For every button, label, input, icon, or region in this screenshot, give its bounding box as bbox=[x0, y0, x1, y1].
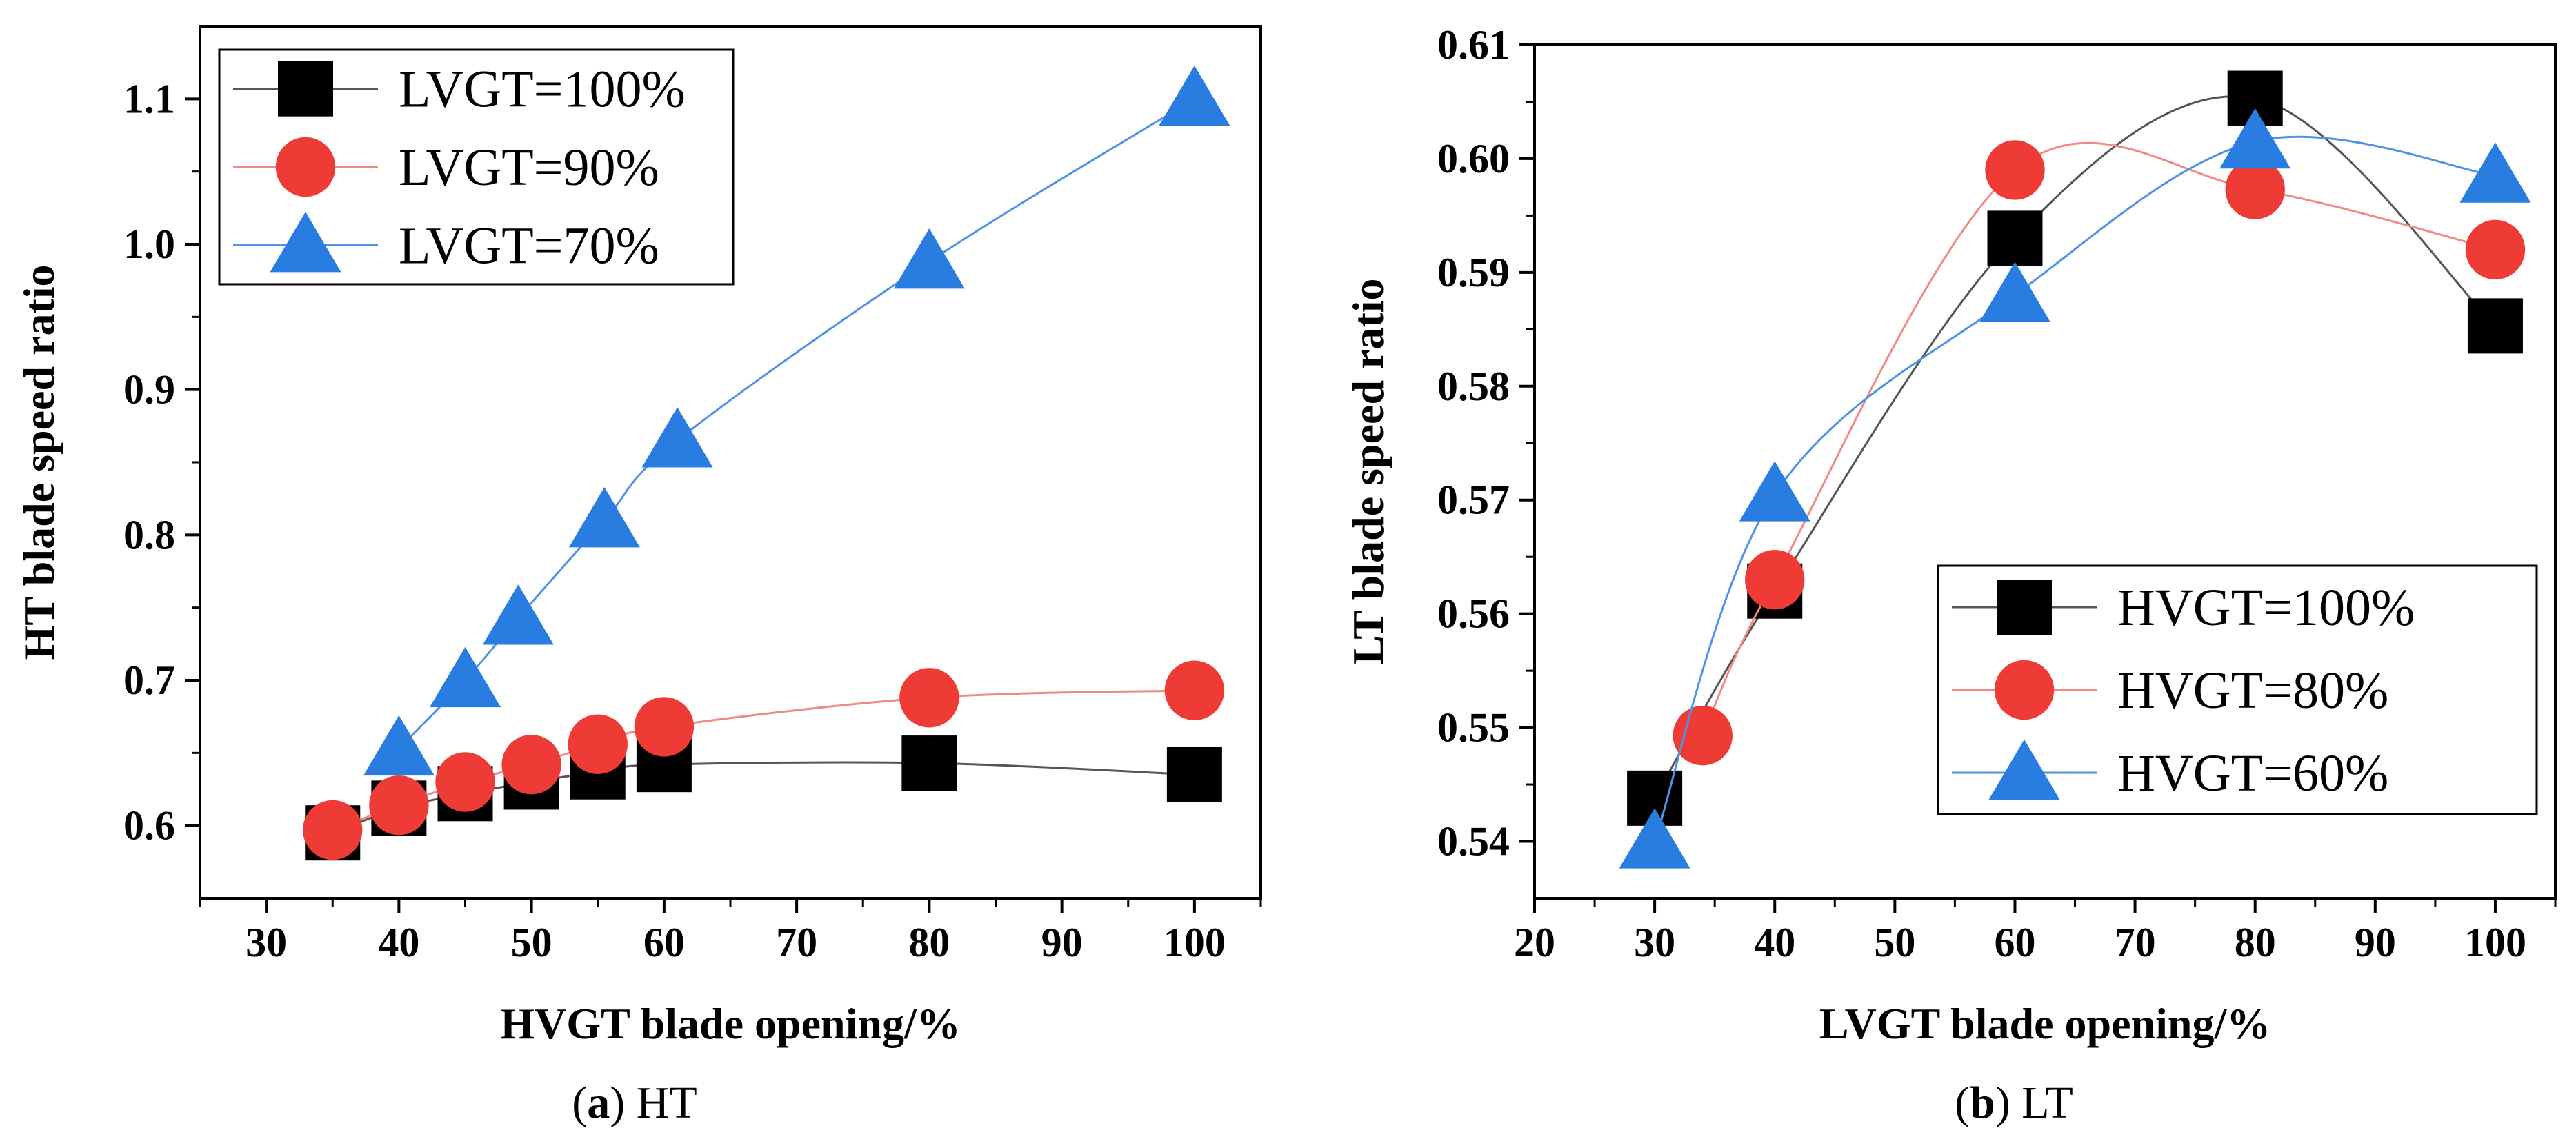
caption-paren-close: ) bbox=[610, 1078, 636, 1128]
caption-letter: a bbox=[587, 1078, 610, 1128]
data-point bbox=[1159, 66, 1230, 126]
x-tick-label: 40 bbox=[378, 920, 419, 965]
data-point bbox=[893, 228, 965, 289]
data-point bbox=[1987, 210, 2043, 266]
legend-label: LVGT=70% bbox=[399, 217, 659, 275]
x-tick-label: 50 bbox=[1874, 920, 1915, 965]
series-triangle bbox=[363, 66, 1230, 776]
caption: (b) LT bbox=[1955, 1078, 2073, 1128]
legend-label: HVGT=60% bbox=[2117, 744, 2388, 802]
y-tick-label: 0.59 bbox=[1437, 250, 1510, 295]
legend-marker bbox=[278, 61, 333, 117]
data-point bbox=[568, 714, 628, 774]
series-circle bbox=[303, 660, 1225, 860]
x-tick-label: 60 bbox=[1994, 920, 2035, 965]
y-tick-label: 0.56 bbox=[1437, 591, 1510, 637]
data-point bbox=[429, 646, 501, 708]
legend-marker bbox=[1988, 739, 2060, 800]
data-point bbox=[1985, 140, 2045, 200]
legend-label: LVGT=100% bbox=[399, 61, 686, 119]
caption: (a) HT bbox=[572, 1078, 697, 1128]
data-point bbox=[1164, 660, 1225, 720]
y-tick-label: 0.55 bbox=[1437, 705, 1510, 751]
caption-paren-open: ( bbox=[572, 1078, 587, 1128]
x-tick-label: 80 bbox=[908, 920, 950, 965]
x-tick-label: 90 bbox=[2355, 920, 2396, 965]
data-point bbox=[303, 800, 363, 860]
x-tick-label: 100 bbox=[2464, 920, 2526, 965]
x-tick-label: 30 bbox=[246, 920, 287, 965]
y-tick-label: 0.58 bbox=[1437, 364, 1510, 409]
data-point bbox=[482, 584, 554, 645]
data-point bbox=[641, 407, 713, 468]
y-tick-label: 0.8 bbox=[123, 512, 175, 557]
y-tick-label: 1.0 bbox=[123, 221, 175, 267]
y-tick-label: 0.6 bbox=[123, 803, 175, 849]
caption-text: LT bbox=[2021, 1078, 2073, 1128]
x-tick-label: 30 bbox=[1634, 920, 1675, 965]
caption-paren-close: ) bbox=[1995, 1078, 2021, 1128]
caption-paren-open: ( bbox=[1955, 1078, 1970, 1128]
data-point bbox=[1979, 261, 2050, 322]
x-tick-label: 100 bbox=[1164, 920, 1226, 965]
plot-frame bbox=[1533, 43, 2557, 900]
x-tick-label: 80 bbox=[2235, 920, 2276, 965]
data-point bbox=[1166, 747, 1222, 802]
data-point bbox=[1619, 808, 1690, 869]
data-point bbox=[2459, 142, 2531, 203]
legend-marker bbox=[270, 212, 341, 273]
data-point bbox=[2219, 108, 2291, 169]
data-point bbox=[634, 697, 695, 757]
legend: LVGT=100% LVGT=90% LVGT=70% bbox=[218, 48, 735, 286]
chart-b: 0.54 0.55 0.56 0.57 0.58 0.59 0.60 0.61 20 30 40 50… bbox=[1344, 22, 2557, 1128]
x-tick-label: 60 bbox=[643, 920, 685, 965]
y-tick-label: 0.57 bbox=[1437, 477, 1510, 523]
legend-marker bbox=[1994, 660, 2055, 720]
x-axis-label: HVGT blade opening/% bbox=[500, 999, 960, 1048]
data-point bbox=[1673, 705, 1733, 766]
y-tick-label: 0.54 bbox=[1437, 819, 1510, 864]
data-point bbox=[1745, 549, 1805, 610]
data-point bbox=[369, 775, 429, 836]
x-tick-label: 70 bbox=[2115, 920, 2156, 965]
legend-label: HVGT=80% bbox=[2117, 662, 2388, 720]
legend-marker bbox=[1997, 580, 2052, 635]
caption-letter: b bbox=[1970, 1078, 1995, 1128]
data-point bbox=[568, 486, 640, 548]
y-tick-label: 0.61 bbox=[1437, 22, 1510, 68]
caption-text: HT bbox=[637, 1078, 697, 1128]
data-point bbox=[501, 734, 561, 795]
x-tick-label: 20 bbox=[1514, 920, 1555, 965]
data-point bbox=[899, 668, 959, 728]
x-tick-label: 40 bbox=[1754, 920, 1795, 965]
y-tick-label: 0.7 bbox=[123, 658, 175, 703]
y-tick-label: 0.60 bbox=[1437, 136, 1510, 181]
series-circle bbox=[1673, 140, 2526, 766]
x-tick-label: 70 bbox=[776, 920, 817, 965]
legend: HVGT=100% HVGT=80% HVGT=60% bbox=[1937, 564, 2538, 815]
x-tick-label: 90 bbox=[1041, 920, 1083, 965]
legend-label: HVGT=100% bbox=[2117, 579, 2415, 637]
y-tick-label: 0.9 bbox=[123, 367, 175, 413]
data-point bbox=[901, 735, 957, 791]
y-axis-label: LT blade speed ratio bbox=[1344, 278, 1392, 664]
data-point bbox=[363, 715, 435, 776]
data-point bbox=[2225, 159, 2285, 219]
data-point bbox=[1739, 461, 1810, 522]
x-axis-label: LVGT blade opening/% bbox=[1819, 999, 2270, 1048]
x-tick-label: 50 bbox=[511, 920, 552, 965]
chart-a: 0.6 0.7 0.8 0.9 1.0 1.1 30 40 50 60 70 80 90 100 HVGT … bbox=[14, 25, 1262, 1128]
data-point bbox=[435, 752, 495, 812]
legend-marker bbox=[275, 137, 336, 197]
data-point bbox=[2467, 298, 2523, 354]
y-tick-label: 1.1 bbox=[123, 76, 175, 121]
data-point bbox=[2465, 219, 2526, 280]
y-axis-label: HT blade speed ratio bbox=[14, 264, 63, 660]
series-line bbox=[398, 98, 1195, 750]
legend-label: LVGT=90% bbox=[399, 139, 659, 197]
series-triangle bbox=[1619, 108, 2531, 869]
